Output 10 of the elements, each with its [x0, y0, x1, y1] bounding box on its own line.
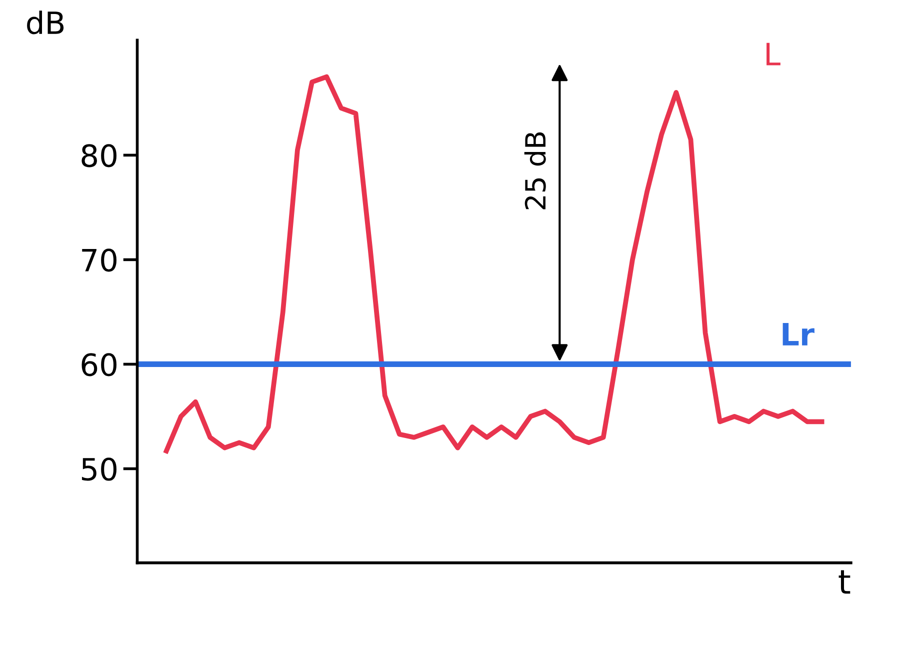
annotation: 25 dB [524, 132, 546, 210]
line-series [164, 74, 824, 454]
x-axis-title: t [838, 570, 850, 594]
y-tick-label: 80 [82, 144, 116, 168]
y-tick-label: 70 [82, 248, 116, 272]
y-axis-title: dB [27, 10, 64, 34]
ref-line-label: Lr [782, 323, 814, 346]
y-tick-label: 60 [82, 353, 116, 376]
text: L [766, 42, 780, 66]
y-tick-label: 50 [82, 458, 116, 481]
